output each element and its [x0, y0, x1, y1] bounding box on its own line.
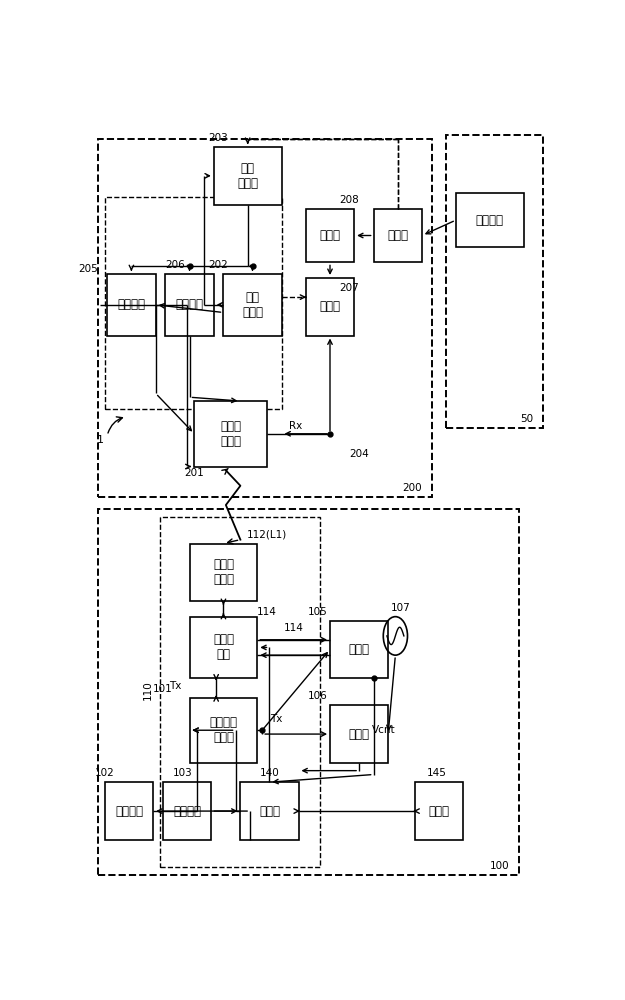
- Bar: [98, 509, 519, 875]
- Bar: [189, 544, 258, 601]
- Text: 存储部: 存储部: [429, 805, 449, 818]
- Text: Vcnt: Vcnt: [371, 725, 395, 735]
- Text: Tx: Tx: [169, 681, 181, 691]
- Text: 次级侧
天线部: 次级侧 天线部: [220, 420, 241, 448]
- Text: 控制部: 控制部: [259, 805, 280, 818]
- Text: 发送信号
生成部: 发送信号 生成部: [209, 716, 238, 744]
- Text: 蓄电池: 蓄电池: [388, 229, 408, 242]
- Bar: [107, 274, 156, 336]
- Text: 105: 105: [308, 607, 328, 617]
- Text: 整流部: 整流部: [319, 300, 341, 313]
- Bar: [306, 209, 354, 262]
- Bar: [165, 274, 214, 336]
- Text: 解调电路: 解调电路: [118, 298, 146, 311]
- Bar: [161, 517, 321, 867]
- Text: 恒压部: 恒压部: [319, 229, 341, 242]
- Bar: [194, 401, 267, 466]
- Text: 解调电路: 解调电路: [173, 805, 201, 818]
- Text: 107: 107: [391, 603, 410, 613]
- Text: 106: 106: [308, 691, 328, 701]
- Text: 100: 100: [489, 861, 509, 871]
- Bar: [330, 705, 388, 763]
- Bar: [214, 147, 281, 205]
- Text: 114: 114: [284, 623, 304, 633]
- Text: 110: 110: [143, 680, 153, 700]
- Bar: [415, 782, 463, 840]
- Text: 阻抗匹
配部: 阻抗匹 配部: [213, 633, 234, 661]
- Text: 145: 145: [427, 768, 446, 778]
- Text: 200: 200: [402, 483, 422, 493]
- Text: 202: 202: [209, 260, 229, 270]
- Text: 初级侧
天线部: 初级侧 天线部: [213, 558, 234, 586]
- Bar: [306, 278, 354, 336]
- Text: 接收
控制部: 接收 控制部: [242, 291, 263, 319]
- Text: 112(L1): 112(L1): [247, 530, 287, 540]
- Text: Tx: Tx: [271, 714, 283, 724]
- Text: 208: 208: [339, 195, 359, 205]
- Text: 外部电源: 外部电源: [476, 214, 504, 227]
- Text: 114: 114: [257, 607, 277, 617]
- Bar: [189, 698, 258, 763]
- Text: 调制电路: 调制电路: [176, 298, 204, 311]
- Bar: [374, 209, 422, 262]
- Bar: [446, 135, 543, 428]
- Bar: [224, 274, 281, 336]
- Bar: [105, 782, 153, 840]
- Text: 201: 201: [184, 468, 204, 478]
- Text: 204: 204: [349, 449, 369, 459]
- Bar: [189, 617, 258, 678]
- Bar: [105, 197, 281, 409]
- Text: Rx: Rx: [289, 421, 302, 431]
- Bar: [98, 139, 432, 497]
- Text: 调制电路: 调制电路: [115, 805, 143, 818]
- Text: 203: 203: [209, 133, 229, 143]
- Text: 207: 207: [339, 283, 359, 293]
- Text: 102: 102: [95, 768, 114, 778]
- Text: 206: 206: [165, 260, 185, 270]
- Bar: [456, 193, 524, 247]
- Text: 1: 1: [96, 435, 103, 445]
- Bar: [330, 620, 388, 678]
- Bar: [163, 782, 211, 840]
- Text: 测量部: 测量部: [349, 643, 369, 656]
- Text: 205: 205: [78, 264, 98, 274]
- Text: 检测部: 检测部: [349, 728, 369, 741]
- Text: 50: 50: [520, 414, 534, 424]
- Text: 101: 101: [153, 684, 173, 694]
- Text: 140: 140: [259, 768, 279, 778]
- Bar: [241, 782, 299, 840]
- Text: 系统
控制部: 系统 控制部: [237, 162, 258, 190]
- Text: 103: 103: [173, 768, 192, 778]
